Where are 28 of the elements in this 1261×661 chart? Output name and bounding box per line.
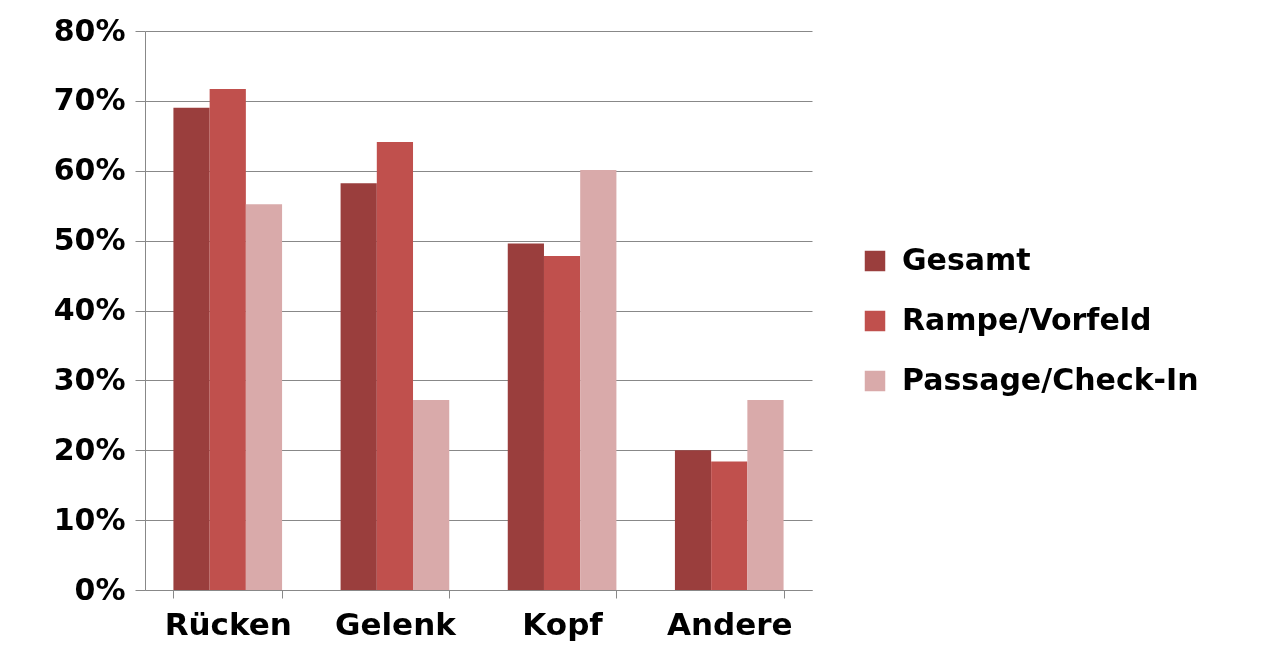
y-tick-label: 20% [53,431,126,467]
bar [580,170,617,590]
x-tick-label: Andere [666,605,793,642]
y-tick-label: 50% [53,222,126,258]
bar [340,183,377,590]
y-tick-label: 60% [53,152,126,188]
bar [413,399,450,590]
y-tick-label: 70% [53,82,126,118]
x-tick-label: Kopf [522,605,604,642]
bar [173,107,210,590]
bar [507,243,544,590]
y-tick-label: 80% [53,12,126,48]
bar [376,142,414,590]
y-tick-label: 10% [53,501,126,537]
y-tick-label: 40% [53,292,126,327]
bar [543,256,581,590]
x-tick-label: Rücken [164,605,292,642]
bar [209,89,246,590]
y-tick-label: 30% [53,361,126,397]
bar [674,450,712,590]
legend-label: Rampe/Vorfeld [902,302,1152,337]
y-tick-label: 0% [74,571,126,607]
legend-label: Gesamt [902,242,1031,277]
bar [245,204,283,590]
bar [747,399,784,590]
x-tick-label: Gelenk [335,605,458,642]
bar [711,461,748,590]
legend-label: Passage/Check-In [902,362,1199,397]
